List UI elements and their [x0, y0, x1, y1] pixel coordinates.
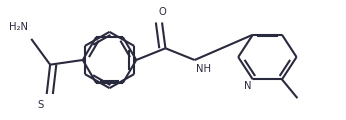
Text: S: S [37, 100, 43, 110]
Text: NH: NH [196, 63, 211, 74]
Text: O: O [158, 7, 166, 17]
Text: N: N [244, 81, 251, 91]
Text: H₂N: H₂N [9, 22, 28, 32]
